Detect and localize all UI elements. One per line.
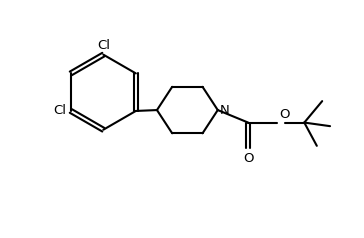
- Text: Cl: Cl: [54, 104, 67, 118]
- Text: O: O: [279, 108, 289, 121]
- Text: N: N: [219, 104, 229, 117]
- Text: Cl: Cl: [97, 39, 110, 52]
- Text: O: O: [243, 152, 253, 165]
